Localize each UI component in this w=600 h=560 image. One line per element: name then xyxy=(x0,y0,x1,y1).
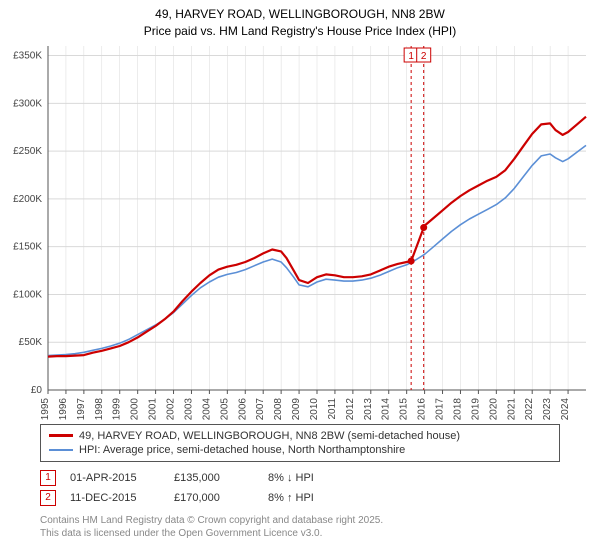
legend-label: 49, HARVEY ROAD, WELLINGBOROUGH, NN8 2BW… xyxy=(79,430,460,442)
chart-title: 49, HARVEY ROAD, WELLINGBOROUGH, NN8 2BW… xyxy=(0,0,600,40)
x-tick-label: 2024 xyxy=(560,397,571,419)
marker-row-badge: 1 xyxy=(40,470,56,486)
x-tick-label: 2001 xyxy=(148,397,159,419)
y-tick-label: £0 xyxy=(31,385,43,396)
legend-item: 49, HARVEY ROAD, WELLINGBOROUGH, NN8 2BW… xyxy=(49,429,551,443)
x-tick-label: 2021 xyxy=(506,397,517,419)
x-tick-label: 1999 xyxy=(112,397,123,419)
x-tick-label: 1996 xyxy=(58,397,69,419)
y-tick-label: £50K xyxy=(19,337,43,348)
x-tick-label: 2011 xyxy=(327,397,338,419)
y-tick-label: £250K xyxy=(13,146,42,157)
x-tick-label: 2002 xyxy=(166,397,177,419)
x-tick-label: 2022 xyxy=(524,397,535,419)
marker-row-delta: 8% ↓ HPI xyxy=(268,472,314,484)
marker-row-badge: 2 xyxy=(40,490,56,506)
x-tick-label: 1998 xyxy=(94,397,105,419)
marker-row-price: £170,000 xyxy=(174,492,254,504)
marker-table: 1 01-APR-2015 £135,000 8% ↓ HPI 2 11-DEC-2015… xyxy=(40,468,560,508)
marker-row-delta: 8% ↑ HPI xyxy=(268,492,314,504)
chart-area: £0 £50K £100K £150K £200K £250K £300K £350K 1995… xyxy=(0,40,600,420)
x-tick-label: 2005 xyxy=(219,397,230,419)
x-tick-label: 2013 xyxy=(363,397,374,419)
y-tick-label: £300K xyxy=(13,98,42,109)
marker-row-date: 11-DEC-2015 xyxy=(70,492,160,504)
x-tick-label: 2012 xyxy=(345,397,356,419)
x-tick-label: 2017 xyxy=(435,397,446,419)
marker-row: 2 11-DEC-2015 £170,000 8% ↑ HPI xyxy=(40,488,560,508)
y-tick-label: £350K xyxy=(13,50,42,61)
x-tick-label: 1995 xyxy=(40,397,51,419)
title-line-2: Price paid vs. HM Land Registry's House … xyxy=(0,23,600,40)
legend-label: HPI: Average price, semi-detached house,… xyxy=(79,444,405,456)
x-tick-label: 2006 xyxy=(237,397,248,419)
legend-swatch xyxy=(49,434,73,437)
footer-line-2: This data is licensed under the Open Gov… xyxy=(40,527,560,540)
x-tick-label: 2016 xyxy=(417,397,428,419)
y-tick-label: £200K xyxy=(13,193,42,204)
x-tick-label: 2023 xyxy=(542,397,553,419)
x-tick-label: 2014 xyxy=(381,397,392,419)
x-tick-label: 2007 xyxy=(255,397,266,419)
x-tick-label: 2015 xyxy=(399,397,410,419)
y-tick-label: £150K xyxy=(13,241,42,252)
x-tick-label: 2009 xyxy=(291,397,302,419)
marker-badge-label: 1 xyxy=(408,51,414,62)
x-tick-label: 2008 xyxy=(273,397,284,419)
marker-row: 1 01-APR-2015 £135,000 8% ↓ HPI xyxy=(40,468,560,488)
x-tick-label: 2018 xyxy=(452,397,463,419)
title-line-1: 49, HARVEY ROAD, WELLINGBOROUGH, NN8 2BW xyxy=(0,6,600,23)
marker-row-price: £135,000 xyxy=(174,472,254,484)
marker-badge-label: 2 xyxy=(421,51,427,62)
x-tick-label: 2019 xyxy=(470,397,481,419)
marker-point xyxy=(420,224,427,231)
x-tick-label: 2020 xyxy=(488,397,499,419)
y-tick-label: £100K xyxy=(13,289,42,300)
footer-attribution: Contains HM Land Registry data © Crown c… xyxy=(40,514,560,540)
marker-row-date: 01-APR-2015 xyxy=(70,472,160,484)
marker-point xyxy=(408,257,415,264)
legend-item: HPI: Average price, semi-detached house,… xyxy=(49,443,551,457)
x-tick-label: 2010 xyxy=(309,397,320,419)
x-tick-label: 2000 xyxy=(130,397,141,419)
footer-line-1: Contains HM Land Registry data © Crown c… xyxy=(40,514,560,527)
legend-swatch xyxy=(49,449,73,451)
line-chart-svg: £0 £50K £100K £150K £200K £250K £300K £350K 1995… xyxy=(0,40,600,420)
x-tick-label: 2003 xyxy=(183,397,194,419)
x-tick-label: 1997 xyxy=(76,397,87,419)
legend: 49, HARVEY ROAD, WELLINGBOROUGH, NN8 2BW… xyxy=(40,424,560,462)
x-tick-label: 2004 xyxy=(201,397,212,419)
